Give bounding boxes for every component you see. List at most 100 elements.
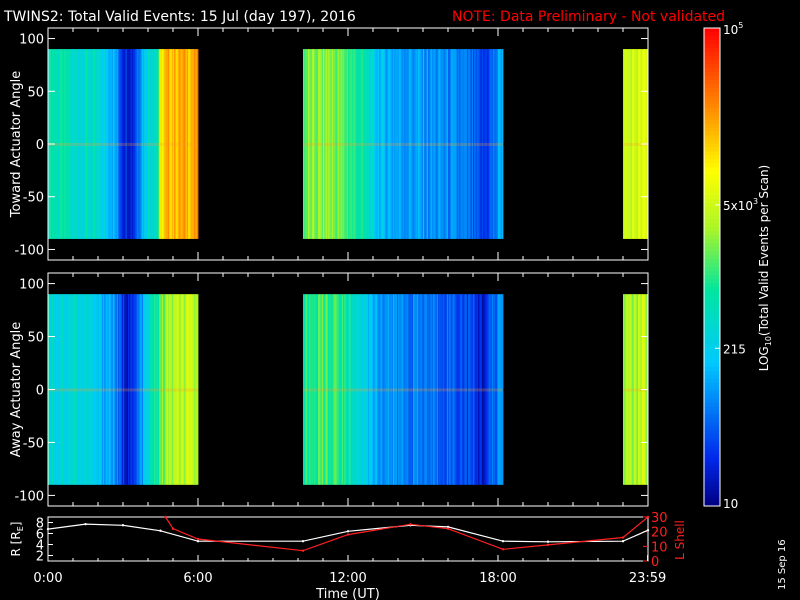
heatmap-column bbox=[501, 294, 504, 485]
heatmap-column bbox=[176, 49, 179, 239]
heatmap-column bbox=[149, 294, 151, 485]
heatmap-column bbox=[354, 49, 356, 239]
heatmap-column bbox=[60, 49, 63, 239]
heatmap-column bbox=[458, 294, 460, 485]
heatmap-column bbox=[136, 294, 139, 485]
heatmap-column bbox=[319, 294, 321, 485]
heatmap-column bbox=[134, 49, 136, 239]
colorbar-cell bbox=[704, 310, 720, 316]
heatmap-column bbox=[438, 49, 440, 239]
colorbar-cell bbox=[704, 187, 720, 192]
colorbar-cell bbox=[704, 458, 720, 463]
colorbar-cell bbox=[704, 302, 720, 308]
heatmap-column bbox=[166, 294, 169, 485]
heatmap-column bbox=[365, 294, 368, 485]
data-point bbox=[84, 522, 87, 526]
heatmap-column bbox=[406, 294, 409, 485]
heatmap-column bbox=[361, 49, 364, 239]
colorbar-cell bbox=[704, 151, 720, 156]
heatmap-column bbox=[425, 294, 428, 485]
colorbar-cell bbox=[704, 147, 720, 152]
heatmap-column bbox=[493, 294, 495, 485]
heatmap-column bbox=[358, 49, 360, 239]
heatmap-column bbox=[144, 294, 146, 485]
heatmap-column bbox=[70, 49, 73, 239]
figure-title: TWINS2: Total Valid Events: 15 Jul (day … bbox=[3, 9, 356, 25]
heatmap-column bbox=[399, 294, 401, 485]
heatmap-column bbox=[405, 49, 408, 239]
heatmap-column bbox=[339, 49, 341, 239]
colorbar-cell bbox=[704, 270, 720, 276]
heatmap-column bbox=[174, 294, 176, 485]
heatmap-column bbox=[418, 49, 420, 239]
heatmap-column bbox=[356, 294, 359, 485]
heatmap-column bbox=[303, 49, 305, 239]
data-point bbox=[501, 540, 505, 543]
heatmap-column bbox=[333, 49, 335, 239]
time-tick-label: 0:00 bbox=[33, 571, 62, 586]
heatmap-column bbox=[80, 49, 83, 239]
data-point bbox=[46, 527, 50, 531]
heatmap-column bbox=[470, 49, 473, 239]
heatmap-column bbox=[75, 294, 78, 485]
colorbar-cell bbox=[704, 59, 720, 65]
heatmap-column bbox=[489, 49, 491, 239]
colorbar-gradient bbox=[704, 28, 720, 507]
heatmap-column bbox=[445, 49, 448, 239]
colorbar-cell bbox=[704, 354, 720, 360]
heatmap-column bbox=[320, 294, 323, 485]
heatmap-column bbox=[114, 294, 116, 485]
r-tick-label: 4 bbox=[36, 539, 44, 554]
heatmap-column bbox=[436, 294, 439, 485]
zero-angle-band bbox=[303, 142, 503, 146]
heatmap-column bbox=[350, 49, 353, 239]
heatmap-column bbox=[124, 294, 126, 485]
heatmap-column bbox=[319, 49, 321, 239]
heatmap-column bbox=[108, 49, 110, 239]
heatmap-column bbox=[344, 49, 346, 239]
colorbar-cell bbox=[704, 103, 720, 109]
colorbar-cell bbox=[704, 31, 720, 37]
colorbar-cell bbox=[704, 390, 720, 395]
heatmap-column bbox=[343, 294, 345, 485]
heatmap-column bbox=[105, 294, 108, 485]
heatmap-column bbox=[460, 49, 463, 239]
heatmap-column bbox=[306, 49, 309, 239]
heatmap-column bbox=[479, 294, 481, 485]
colorbar-cell bbox=[704, 207, 720, 212]
colorbar-cell bbox=[704, 438, 720, 443]
heatmap-column bbox=[61, 294, 64, 485]
colorbar-cell bbox=[704, 278, 720, 284]
colorbar-label: LOG10(Total Valid Events per Scan) bbox=[757, 165, 773, 372]
heatmap-column bbox=[445, 294, 448, 485]
heatmap-column bbox=[379, 294, 381, 485]
data-point bbox=[301, 540, 305, 543]
heatmap-column bbox=[334, 294, 336, 485]
heatmap-column bbox=[86, 49, 89, 239]
heatmap-column bbox=[71, 294, 74, 485]
heatmap-column bbox=[180, 49, 183, 239]
heatmap-column bbox=[359, 294, 361, 485]
heatmap-column bbox=[124, 49, 126, 239]
heatmap-column bbox=[471, 49, 474, 239]
heatmap-column bbox=[80, 294, 83, 485]
heatmap-column bbox=[303, 294, 305, 485]
heatmap-column bbox=[396, 49, 399, 239]
r-axis-label-end: ] bbox=[9, 522, 23, 527]
heatmap-column bbox=[190, 49, 193, 239]
heatmap-column bbox=[158, 294, 160, 485]
colorbar-cell bbox=[704, 171, 720, 176]
heatmap-column bbox=[474, 49, 476, 239]
heatmap-column bbox=[411, 49, 414, 239]
heatmap-column bbox=[466, 294, 469, 485]
heatmap-column bbox=[129, 294, 131, 485]
heatmap-column bbox=[103, 49, 105, 239]
colorbar-tick-label: 10 bbox=[723, 497, 738, 511]
heatmap-column bbox=[91, 294, 94, 485]
heatmap-column bbox=[106, 49, 109, 239]
heatmap-column bbox=[484, 49, 486, 239]
heatmap-column bbox=[454, 49, 456, 239]
heatmap-column bbox=[360, 294, 363, 485]
heatmap-column bbox=[390, 49, 393, 239]
